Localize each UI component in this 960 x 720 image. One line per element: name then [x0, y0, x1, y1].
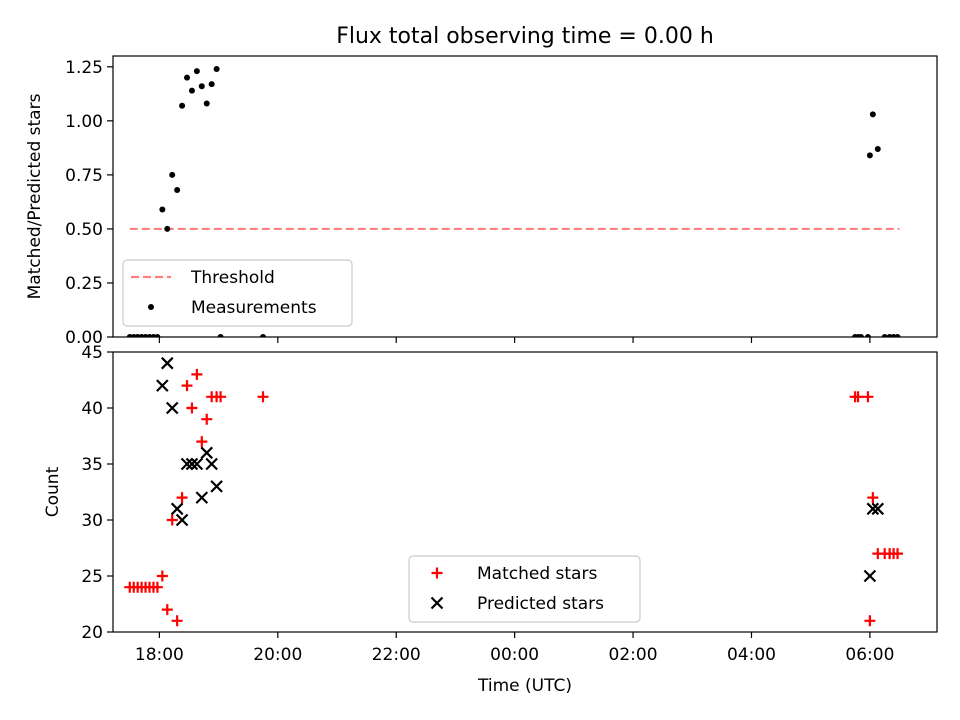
x-tick-label: 02:00	[609, 645, 658, 665]
legend-threshold-label: Threshold	[190, 268, 275, 288]
y-tick-label: 0.75	[65, 166, 103, 186]
measurement-point	[164, 225, 171, 232]
measurement-point	[874, 145, 881, 152]
predicted-star-point	[866, 502, 880, 516]
matched-star-point	[862, 391, 874, 403]
legend-predicted-swatch	[430, 596, 444, 610]
plot-data	[126, 65, 901, 337]
matched-star-point	[176, 492, 188, 504]
measurement-point	[169, 171, 176, 178]
y-tick-label: 0.50	[65, 220, 103, 240]
y-tick-label: 40	[81, 399, 103, 419]
measurement-point	[858, 334, 865, 337]
x-tick-label: 18:00	[135, 645, 184, 665]
legend-predicted-label: Predicted stars	[477, 594, 604, 614]
measurement-point	[208, 81, 215, 88]
y-tick-label: 1.00	[65, 112, 103, 132]
matched-star-point	[852, 391, 864, 403]
matched-star-point	[892, 548, 904, 560]
y-tick-label: 25	[81, 567, 103, 587]
measurement-point	[184, 74, 191, 81]
plot-data	[124, 356, 904, 627]
legend-box	[408, 555, 641, 623]
matched-star-point	[166, 514, 178, 526]
measurement-point	[193, 68, 200, 75]
measurement-point	[869, 111, 876, 118]
y-tick-label: 1.25	[65, 58, 103, 78]
plot-frame	[112, 351, 938, 633]
figure-title: Flux total observing time = 0.00 h	[336, 24, 714, 49]
measurement-point	[217, 334, 224, 337]
matched-star-point	[151, 581, 163, 593]
predicted-star-point	[170, 502, 184, 516]
y-tick-label: 20	[81, 623, 103, 643]
predicted-star-point	[175, 513, 189, 527]
predicted-star-point	[160, 356, 174, 370]
predicted-star-point	[180, 457, 194, 471]
measurement-point	[881, 334, 888, 337]
predicted-star-point	[165, 401, 179, 415]
measurement-point	[159, 206, 166, 213]
matched-star-point	[181, 380, 193, 392]
legend-box	[122, 259, 353, 327]
x-tick-label: 20:00	[253, 645, 302, 665]
measurement-point	[188, 87, 195, 94]
y-tick-label: 45	[81, 343, 103, 363]
predicted-star-point	[185, 457, 199, 471]
predicted-star-point	[190, 457, 204, 471]
legend: Threshold Measurements	[122, 259, 353, 327]
x-tick-label: 04:00	[727, 645, 776, 665]
legend-matched-swatch	[431, 567, 443, 579]
x-axis-label: Time (UTC)	[477, 676, 572, 696]
matched-star-point	[215, 391, 227, 403]
matched-star-point	[156, 570, 168, 582]
matched-star-point	[161, 604, 173, 616]
ratio-panel: 0.00 0.25 0.50 0.75 1.00 1.25 Matched/Predicte…	[25, 55, 938, 348]
measurement-point	[866, 152, 873, 159]
y-axis-label: Count	[43, 466, 63, 517]
predicted-star-point	[205, 457, 218, 471]
predicted-star-point	[156, 379, 169, 392]
measurement-point	[203, 100, 210, 107]
matched-star-point	[186, 402, 198, 414]
y-tick-label: 0.25	[65, 274, 103, 294]
predicted-star-point	[871, 502, 885, 516]
y-tick-label: 35	[81, 455, 103, 475]
matched-star-point	[201, 413, 213, 425]
matched-star-point	[196, 436, 208, 448]
count-panel: 20 25 30 35 40 45 18:00 20:00 22:00 00:00 02:00 04:…	[43, 343, 938, 696]
y-tick-label: 0.00	[65, 328, 103, 348]
measurement-point	[198, 83, 205, 90]
matched-star-point	[864, 615, 876, 627]
measurement-point	[894, 334, 901, 337]
predicted-star-point	[863, 569, 877, 583]
legend-measurements-swatch	[148, 304, 154, 310]
measurement-point	[259, 334, 266, 337]
x-tick-label: 22:00	[372, 645, 421, 665]
x-tick-label: 00:00	[490, 645, 539, 665]
legend: Matched stars Predicted stars	[408, 555, 641, 623]
measurement-point	[174, 187, 181, 194]
plot-frame	[112, 55, 938, 338]
y-axis-label: Matched/Predicted stars	[25, 93, 45, 299]
predicted-star-point	[195, 491, 209, 504]
x-tick-label: 06:00	[845, 645, 894, 665]
matched-star-point	[257, 391, 269, 403]
measurement-point	[154, 334, 161, 337]
measurement-point	[864, 334, 871, 337]
matched-star-point	[171, 615, 183, 627]
legend-matched-label: Matched stars	[477, 564, 597, 584]
matched-star-point	[191, 368, 203, 380]
predicted-star-point	[210, 480, 223, 493]
y-tick-label: 30	[81, 511, 103, 531]
predicted-star-point	[200, 446, 214, 460]
matched-star-point	[867, 492, 879, 504]
measurement-point	[179, 102, 186, 109]
legend-measurements-label: Measurements	[191, 298, 317, 318]
measurement-point	[213, 65, 220, 72]
